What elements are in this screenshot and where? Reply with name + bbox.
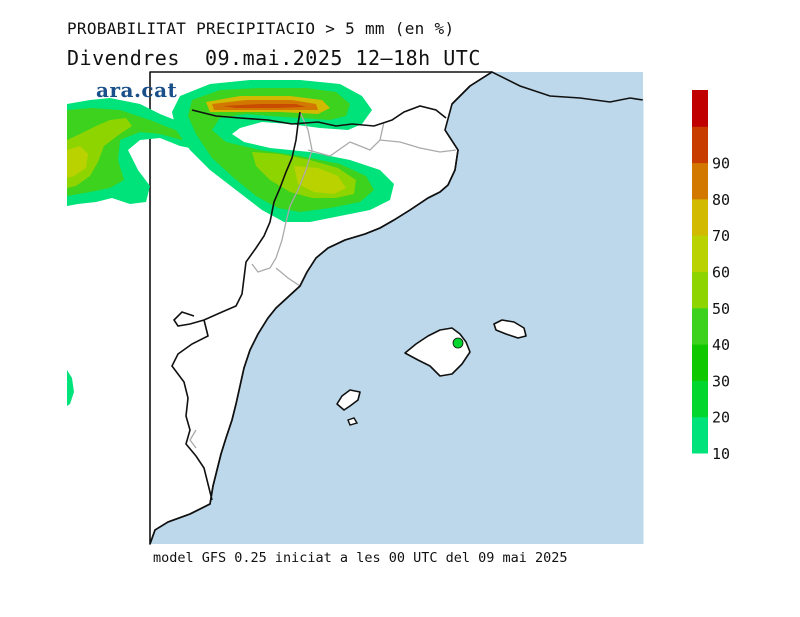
legend-label: 60 [712, 264, 730, 282]
legend-swatch [692, 416, 708, 454]
precipitation-area-edge [67, 370, 74, 406]
legend-label: 50 [712, 300, 730, 318]
legend-swatch [692, 162, 708, 200]
legend-label: 40 [712, 336, 730, 354]
precipitation-area-pyrenees [172, 80, 394, 222]
legend-label: 30 [712, 372, 730, 390]
legend-swatch [692, 271, 708, 309]
legend-swatch [692, 198, 708, 236]
model-info: model GFS 0.25 iniciat a les 00 UTC del … [153, 550, 568, 566]
formentera-island [347, 417, 359, 426]
map-title: PROBABILITAT PRECIPITACIO > 5 mm (en %) [67, 19, 455, 38]
legend-swatch [692, 90, 708, 127]
legend-swatch [692, 344, 708, 381]
borders [149, 71, 644, 545]
legend-swatch [692, 126, 708, 164]
legend-swatch [692, 380, 708, 418]
country-border [171, 109, 353, 501]
legend-swatch [692, 307, 708, 345]
legend-label: 20 [712, 409, 730, 427]
eivissa-island [336, 389, 361, 411]
precipitation-area-west [67, 98, 210, 206]
legend-label: 70 [712, 227, 730, 245]
coastline [149, 71, 644, 545]
menorca-island [493, 319, 527, 339]
legend-label: 80 [712, 191, 730, 209]
ara-cat-logo: ara.cat [96, 78, 178, 102]
forecast-time: Divendres 09.mai.2025 12–18h UTC [67, 46, 481, 70]
legend-swatch [692, 235, 708, 272]
legend-label: 10 [712, 445, 730, 463]
comarca-borders [189, 111, 457, 449]
precipitation-dot-mallorca [452, 337, 464, 349]
legend-label: 90 [712, 155, 730, 173]
